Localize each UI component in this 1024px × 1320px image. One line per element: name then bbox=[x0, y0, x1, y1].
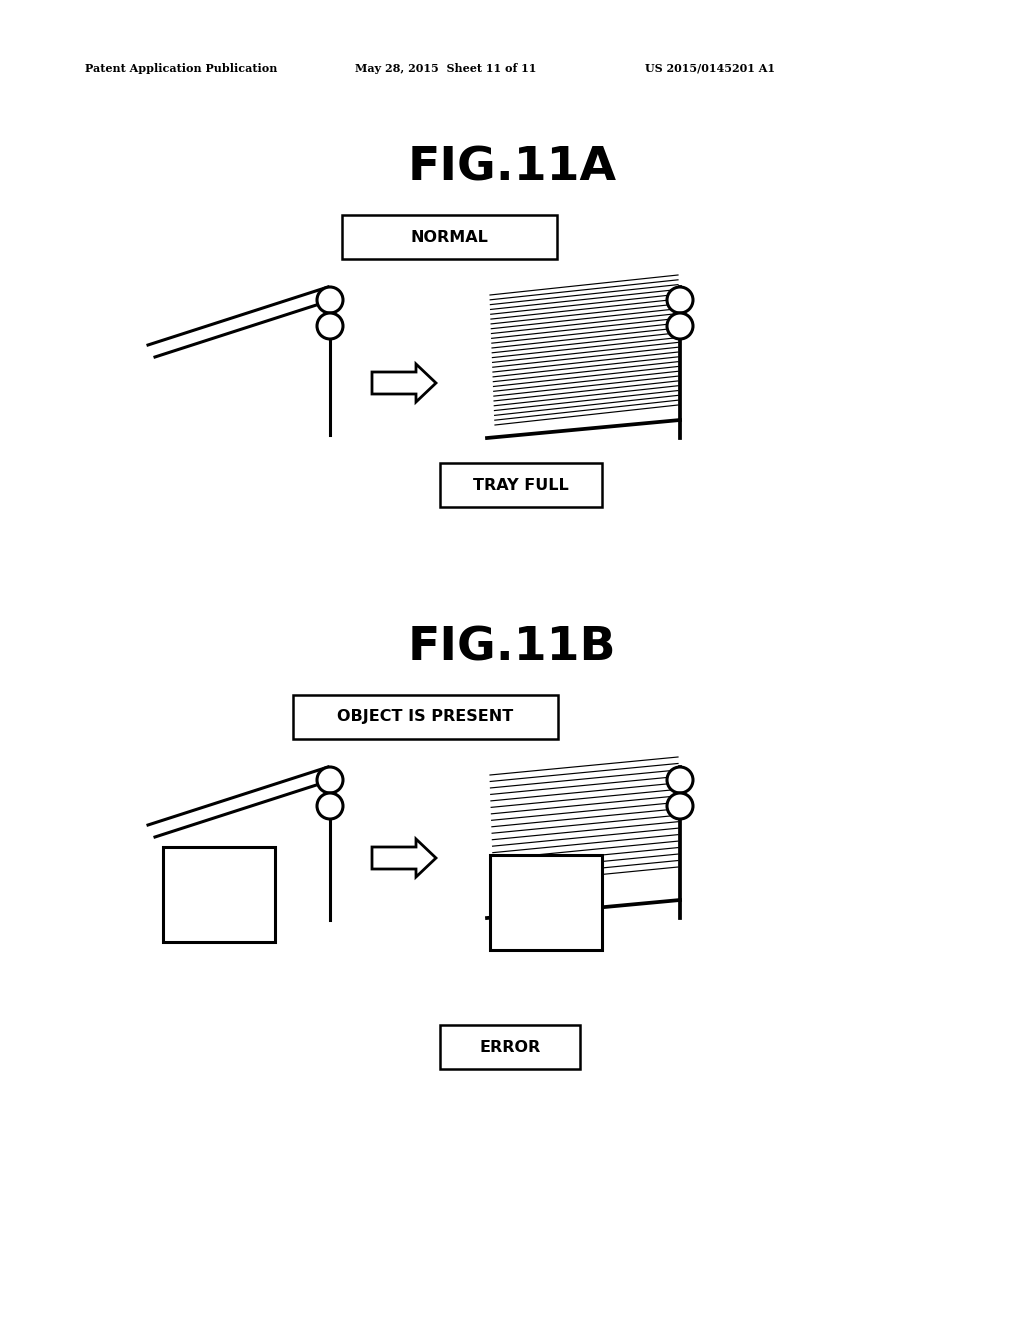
Bar bbox=[293, 696, 558, 739]
Circle shape bbox=[317, 793, 343, 818]
Polygon shape bbox=[372, 840, 436, 876]
Bar bbox=[440, 1026, 580, 1069]
Text: Patent Application Publication: Patent Application Publication bbox=[85, 62, 278, 74]
Text: US 2015/0145201 A1: US 2015/0145201 A1 bbox=[645, 62, 775, 74]
Polygon shape bbox=[372, 364, 436, 403]
Text: May 28, 2015  Sheet 11 of 11: May 28, 2015 Sheet 11 of 11 bbox=[355, 62, 537, 74]
Circle shape bbox=[317, 313, 343, 339]
Circle shape bbox=[317, 767, 343, 793]
Bar bbox=[342, 215, 557, 259]
Circle shape bbox=[667, 793, 693, 818]
Bar bbox=[163, 847, 275, 942]
Text: FIG.11B: FIG.11B bbox=[408, 626, 616, 671]
Bar bbox=[440, 463, 602, 507]
Circle shape bbox=[667, 313, 693, 339]
Text: ERROR: ERROR bbox=[479, 1040, 541, 1055]
Circle shape bbox=[667, 767, 693, 793]
Bar bbox=[490, 855, 602, 950]
Text: TRAY FULL: TRAY FULL bbox=[473, 478, 569, 492]
Text: FIG.11A: FIG.11A bbox=[408, 145, 616, 190]
Circle shape bbox=[667, 286, 693, 313]
Circle shape bbox=[317, 286, 343, 313]
Text: OBJECT IS PRESENT: OBJECT IS PRESENT bbox=[337, 710, 514, 725]
Text: NORMAL: NORMAL bbox=[411, 230, 488, 244]
